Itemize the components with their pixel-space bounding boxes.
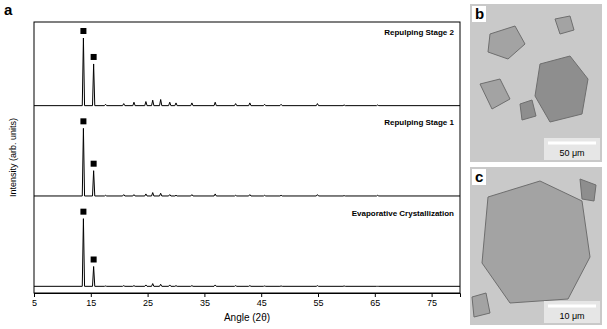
xrd-line	[34, 128, 460, 196]
particle	[580, 179, 596, 201]
x-tick-mark	[261, 293, 262, 297]
particle	[555, 16, 574, 34]
x-axis-title: Angle (2θ)	[224, 312, 270, 323]
xrd-line	[34, 219, 460, 287]
particle	[480, 79, 510, 109]
scale-bar-label: 10 μm	[559, 311, 584, 321]
x-tick-mark	[375, 293, 376, 297]
scale-bar-label: 50 μm	[559, 148, 584, 158]
series-label: Repulping Stage 2	[384, 28, 454, 37]
xrd-line	[34, 38, 460, 106]
x-tick: 5	[32, 293, 37, 308]
x-tick: 15	[86, 293, 96, 308]
peak-marker	[91, 54, 97, 60]
x-tick-label: 25	[143, 298, 153, 308]
x-tick: 35	[200, 293, 210, 308]
particle	[482, 181, 590, 303]
scale-bar-patch	[544, 138, 600, 160]
x-tick-label: 15	[86, 298, 96, 308]
series-label: Repulping Stage 1	[384, 118, 454, 127]
particle	[488, 26, 525, 59]
panel-letter: a	[4, 1, 13, 18]
peak-marker	[80, 118, 86, 124]
panel-letter-patch	[472, 6, 486, 22]
particle	[472, 293, 490, 317]
x-tick: 65	[370, 293, 380, 308]
x-axis-line	[35, 294, 461, 298]
plot-area	[34, 28, 460, 286]
y-axis-title: Intensity (arb. units)	[8, 118, 18, 197]
sem-image: c 10 μm	[470, 167, 602, 325]
x-tick: 75	[427, 293, 437, 308]
series-label: Evaporative Crystallization	[352, 209, 454, 218]
x-tick-label: 5	[32, 298, 37, 308]
peak-marker	[91, 257, 97, 263]
x-tick-label: 55	[313, 298, 323, 308]
x-tick-label: 45	[257, 298, 267, 308]
x-axis: 5 15 25 35 45 55 65 75	[32, 293, 461, 308]
particle	[535, 56, 588, 122]
image-background	[470, 167, 602, 325]
figure: 5 15 25 35 45 55 65 75 Angle (2θ) Intensity (arb.…	[0, 0, 607, 329]
peak-marker	[80, 209, 86, 215]
x-tick-label: 75	[427, 298, 437, 308]
series-labels: Repulping Stage 2 Repulping Stage 1 Evapor…	[352, 28, 455, 218]
scale-bar	[548, 305, 596, 308]
x-tick-mark	[204, 293, 205, 297]
x-tick-mark	[432, 293, 433, 297]
panel-letter: c	[475, 168, 483, 185]
x-tick: 25	[143, 293, 153, 308]
panel-letter: b	[475, 5, 484, 22]
x-tick-mark	[318, 293, 319, 297]
x-tick-mark	[91, 293, 92, 297]
image-background	[470, 4, 602, 162]
x-tick: 55	[313, 293, 323, 308]
peak-marker	[80, 28, 86, 34]
plot-frame	[34, 22, 460, 293]
sem-image: b 50 μm	[470, 4, 602, 162]
peak-marker	[91, 161, 97, 167]
particle	[520, 100, 536, 120]
x-tick-label: 65	[370, 298, 380, 308]
x-tick-label: 35	[200, 298, 210, 308]
scale-bar	[548, 142, 596, 145]
x-tick-mark	[148, 293, 149, 297]
scale-bar-patch	[544, 301, 600, 323]
panel-letter-patch	[472, 169, 486, 185]
x-tick: 45	[257, 293, 267, 308]
x-tick-mark	[34, 293, 35, 297]
